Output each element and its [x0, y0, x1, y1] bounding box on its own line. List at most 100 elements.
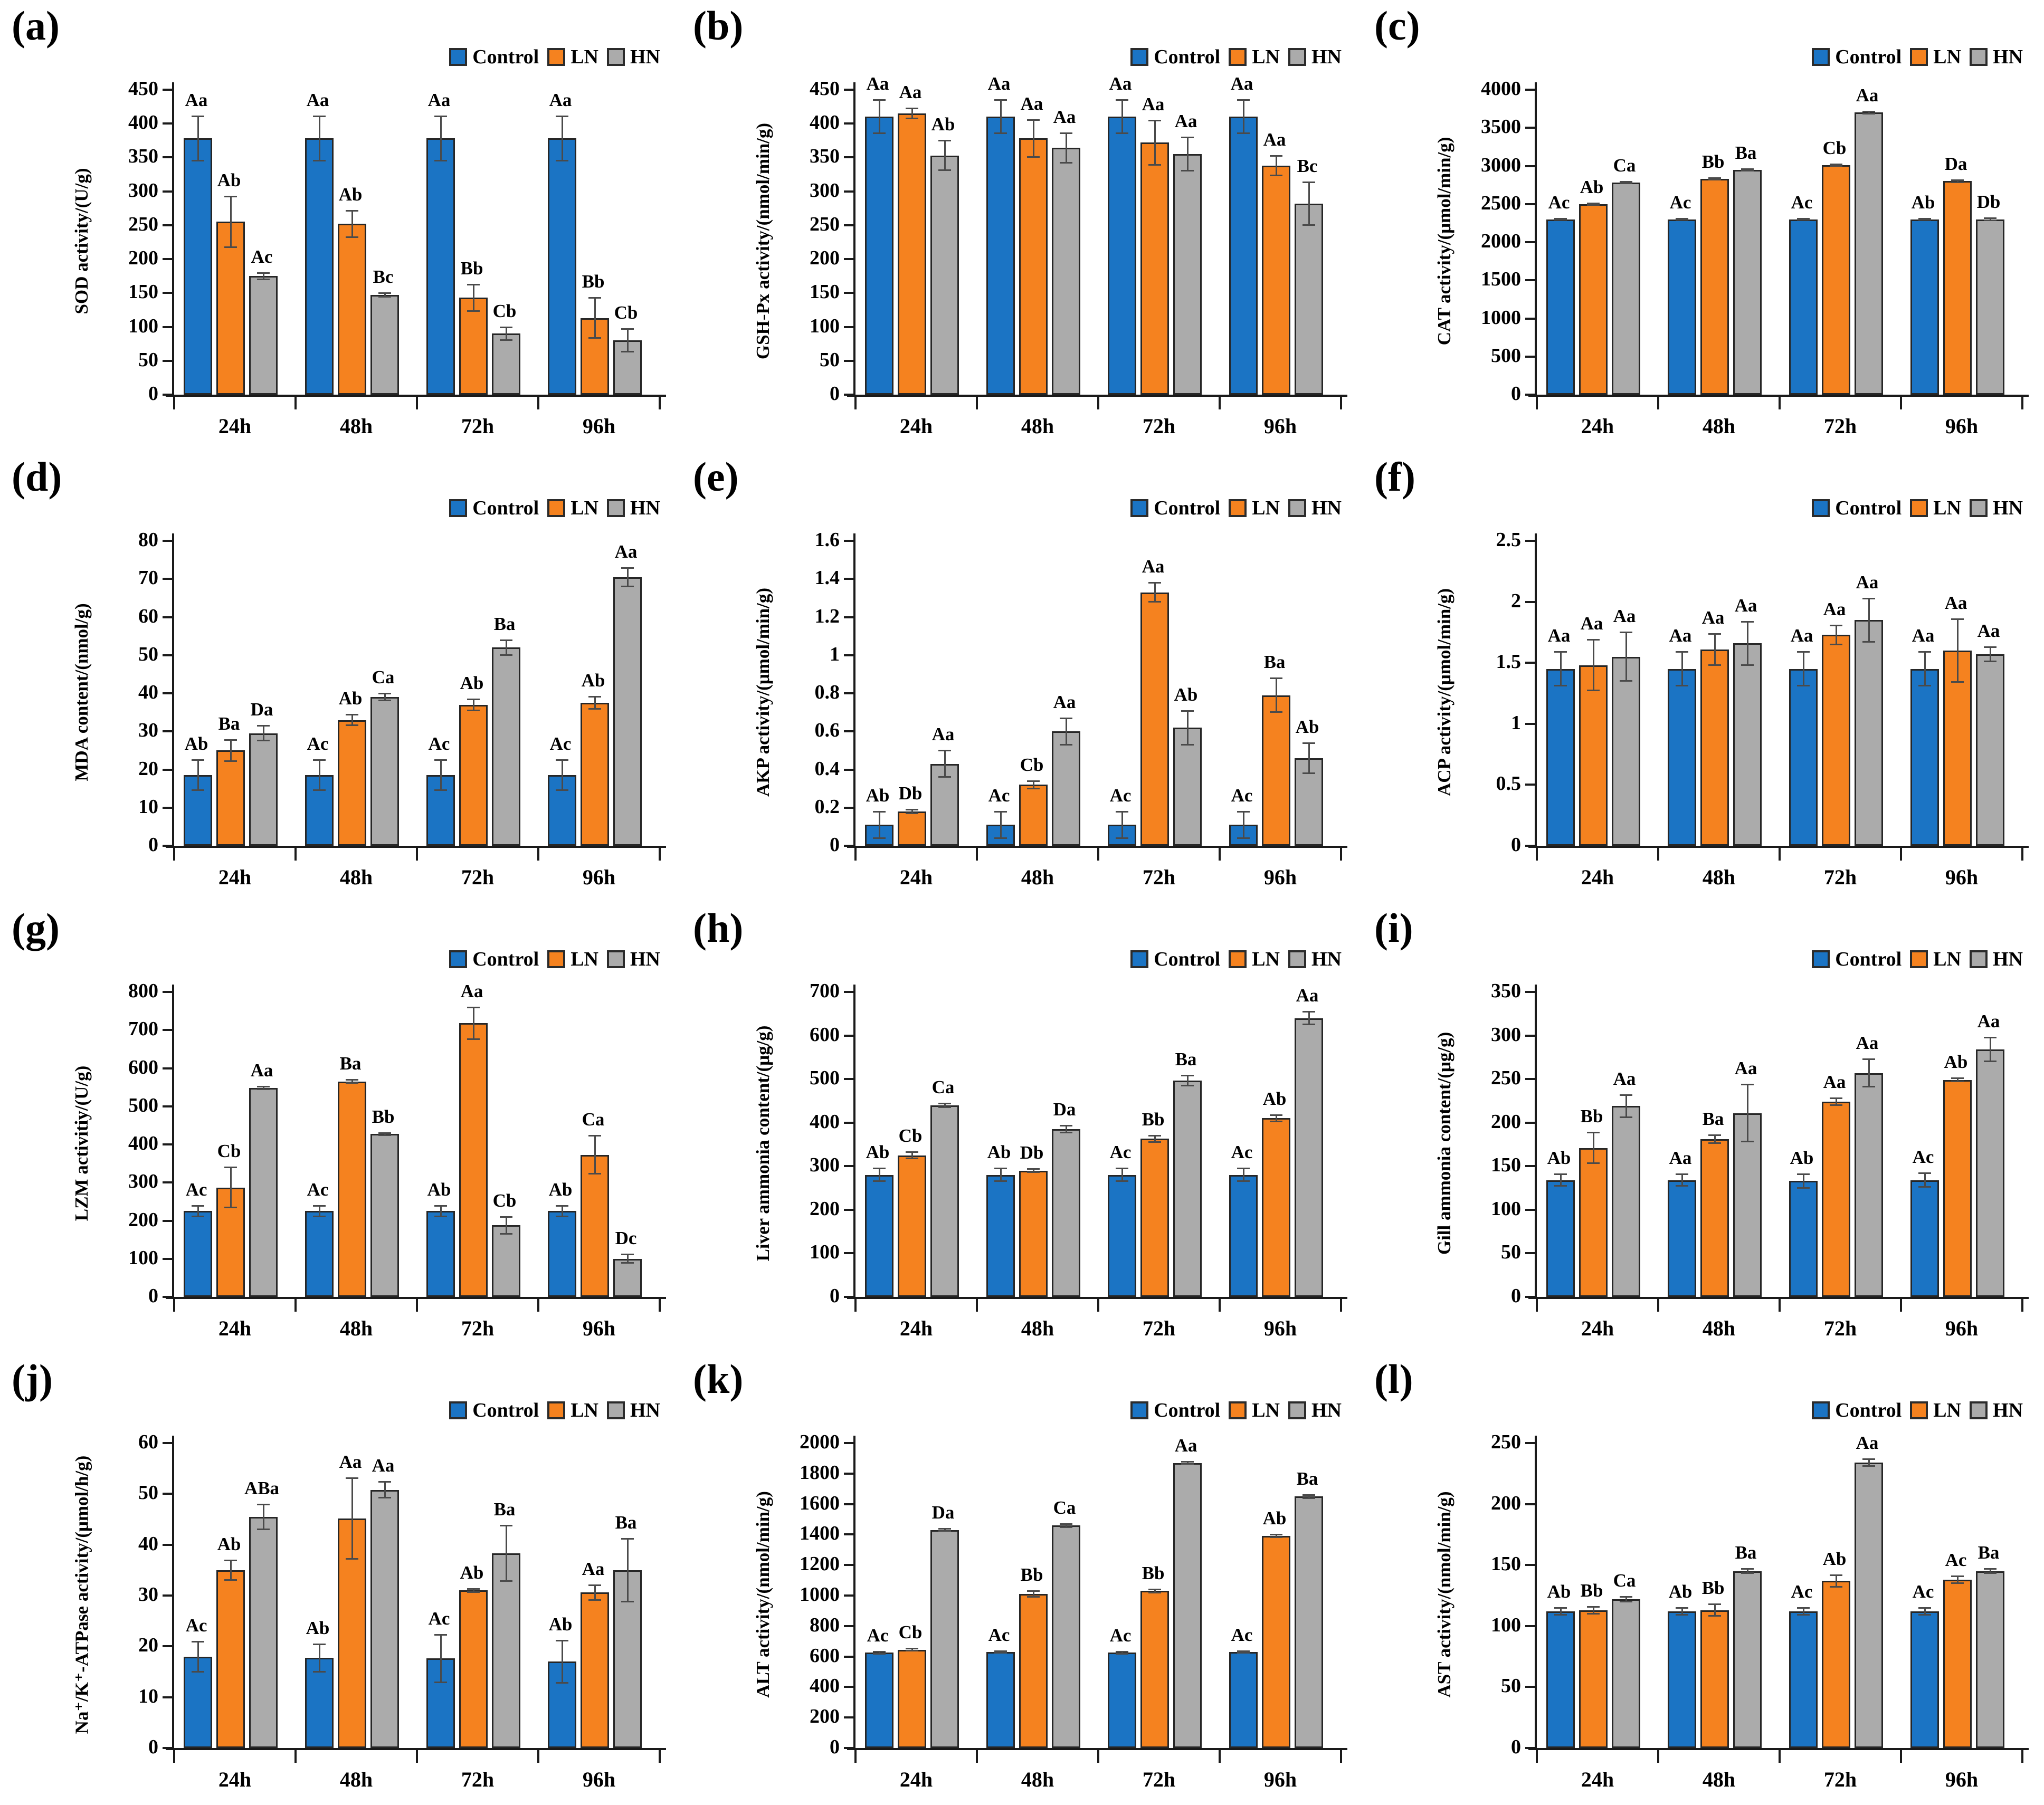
- sig-label-hn-96h: Ba: [615, 1512, 637, 1533]
- y-tick: [1525, 1034, 1535, 1037]
- legend-swatch-ln-icon: [1910, 48, 1928, 66]
- errorbar-hn-72h: [505, 327, 507, 341]
- errorbar-cap-top: [1620, 181, 1632, 183]
- errorbar-cap-bottom: [500, 654, 512, 656]
- errorbar-cap-bottom: [1116, 1180, 1128, 1182]
- y-tick: [163, 1696, 172, 1698]
- errorbar-hn-48h: [384, 1482, 386, 1498]
- bar-hn-72h: [1855, 112, 1883, 395]
- errorbar-control-24h: [878, 100, 880, 134]
- y-tick-label: 100: [810, 1241, 840, 1264]
- bar-ln-72h: [1822, 1102, 1850, 1297]
- x-category-label: 72h: [461, 865, 495, 889]
- bar-ln-24h: [898, 113, 926, 395]
- legend-label: HN: [1311, 497, 1342, 519]
- errorbar-cap-top: [1708, 633, 1721, 635]
- bar-ln-24h: [898, 811, 926, 846]
- errorbar-cap-top: [1303, 1011, 1315, 1013]
- x-category-label: 48h: [1702, 865, 1736, 889]
- errorbar-ln-72h: [472, 284, 474, 311]
- legend-label: HN: [1993, 948, 2023, 970]
- errorbar-cap-bottom: [588, 1599, 601, 1601]
- y-tick: [163, 991, 172, 993]
- x-category-label: 96h: [1263, 865, 1297, 889]
- y-tick-label: 0.6: [814, 719, 840, 742]
- y-tick-label: 300: [1491, 1023, 1521, 1046]
- sig-label-control-48h: Aa: [1669, 625, 1692, 646]
- bar-control-48h: [1668, 219, 1696, 395]
- bar-control-24h: [865, 117, 893, 395]
- errorbar-cap-bottom: [621, 1262, 634, 1264]
- x-category-label: 96h: [1263, 1768, 1297, 1791]
- sig-label-ln-24h: Db: [898, 783, 923, 804]
- y-tick: [1525, 1078, 1535, 1081]
- sig-label-control-96h: Ac: [1231, 1624, 1253, 1645]
- y-axis-line: [853, 533, 855, 848]
- errorbar-cap-bottom: [906, 118, 918, 120]
- errorbar-cap-bottom: [378, 1497, 391, 1499]
- y-tick-label: 300: [810, 179, 840, 202]
- legend-item-ln: LN: [547, 45, 598, 69]
- sig-label-control-24h: Aa: [185, 90, 208, 111]
- bar-ln-72h: [1140, 142, 1169, 395]
- errorbar-ln-72h: [1154, 582, 1156, 602]
- errorbar-ln-96h: [1956, 1576, 1959, 1583]
- errorbar-cap-top: [1303, 1494, 1315, 1496]
- y-tick: [1525, 722, 1535, 725]
- y-tick-label: 500: [128, 1094, 158, 1116]
- y-tick-label: 1.4: [814, 567, 840, 589]
- errorbar-cap-top: [556, 1205, 568, 1207]
- x-axis-line: [166, 1748, 666, 1750]
- sig-label-hn-96h: Aa: [1977, 1010, 2000, 1032]
- errorbar-cap-bottom: [1830, 643, 1842, 645]
- sig-label-ln-48h: Db: [1020, 1142, 1044, 1163]
- errorbar-cap-top: [1797, 1607, 1810, 1609]
- panel-d: (d) Control LN HN MDA content/(nmol/g) 0 10 20 3…: [0, 451, 681, 902]
- errorbar-cap-top: [1620, 1094, 1632, 1096]
- errorbar-cap-top: [500, 639, 512, 641]
- errorbar-ln-96h: [1956, 1078, 1959, 1082]
- bar-control-48h: [305, 138, 334, 395]
- errorbar-hn-24h: [262, 725, 264, 741]
- sig-label-ln-72h: Bb: [460, 257, 483, 279]
- bar-hn-72h: [1855, 1073, 1883, 1297]
- sig-label-hn-72h: Aa: [1856, 571, 1879, 593]
- errorbar-ln-96h: [1956, 180, 1959, 183]
- legend-swatch-ln-icon: [547, 48, 566, 66]
- errorbar-cap-top: [1148, 582, 1161, 584]
- errorbar-cap-bottom: [1148, 1591, 1161, 1593]
- bar-ln-24h: [216, 222, 245, 395]
- x-tick: [2021, 848, 2023, 861]
- sig-label-hn-24h: Aa: [1613, 606, 1636, 627]
- errorbar-cap-bottom: [224, 1206, 237, 1208]
- y-tick: [844, 1121, 853, 1124]
- y-tick-label: 50: [138, 643, 158, 665]
- errorbar-cap-top: [1270, 1114, 1282, 1116]
- errorbar-ln-72h: [1154, 1135, 1156, 1142]
- bar-control-24h: [184, 1656, 212, 1748]
- legend-item-control: Control: [1130, 1399, 1220, 1422]
- y-tick: [1525, 784, 1535, 786]
- bar-hn-72h: [1173, 1463, 1202, 1748]
- legend-label: LN: [571, 948, 598, 970]
- bar-control-48h: [986, 117, 1015, 395]
- y-tick-label: 400: [810, 111, 840, 134]
- sig-label-hn-72h: Aa: [1174, 110, 1197, 131]
- x-category-label: 72h: [1823, 1316, 1857, 1340]
- legend-label: Control: [1154, 1399, 1221, 1421]
- x-category-label: 24h: [218, 414, 252, 438]
- x-axis-line: [166, 395, 666, 397]
- errorbar-ln-24h: [230, 196, 232, 248]
- x-category-label: 24h: [218, 1316, 252, 1340]
- bar-control-24h: [1546, 1180, 1575, 1297]
- y-tick-label: 600: [128, 1056, 158, 1078]
- errorbar-cap-top: [1741, 1084, 1754, 1086]
- errorbar-ln-48h: [1032, 119, 1034, 158]
- y-tick-label: 50: [1501, 1241, 1521, 1264]
- y-tick-label: 800: [810, 1613, 840, 1636]
- bar-hn-72h: [492, 647, 520, 846]
- y-tick: [163, 806, 172, 809]
- legend-item-hn: HN: [1288, 45, 1342, 69]
- y-tick-label: 50: [138, 1482, 158, 1504]
- errorbar-ln-24h: [230, 1167, 232, 1208]
